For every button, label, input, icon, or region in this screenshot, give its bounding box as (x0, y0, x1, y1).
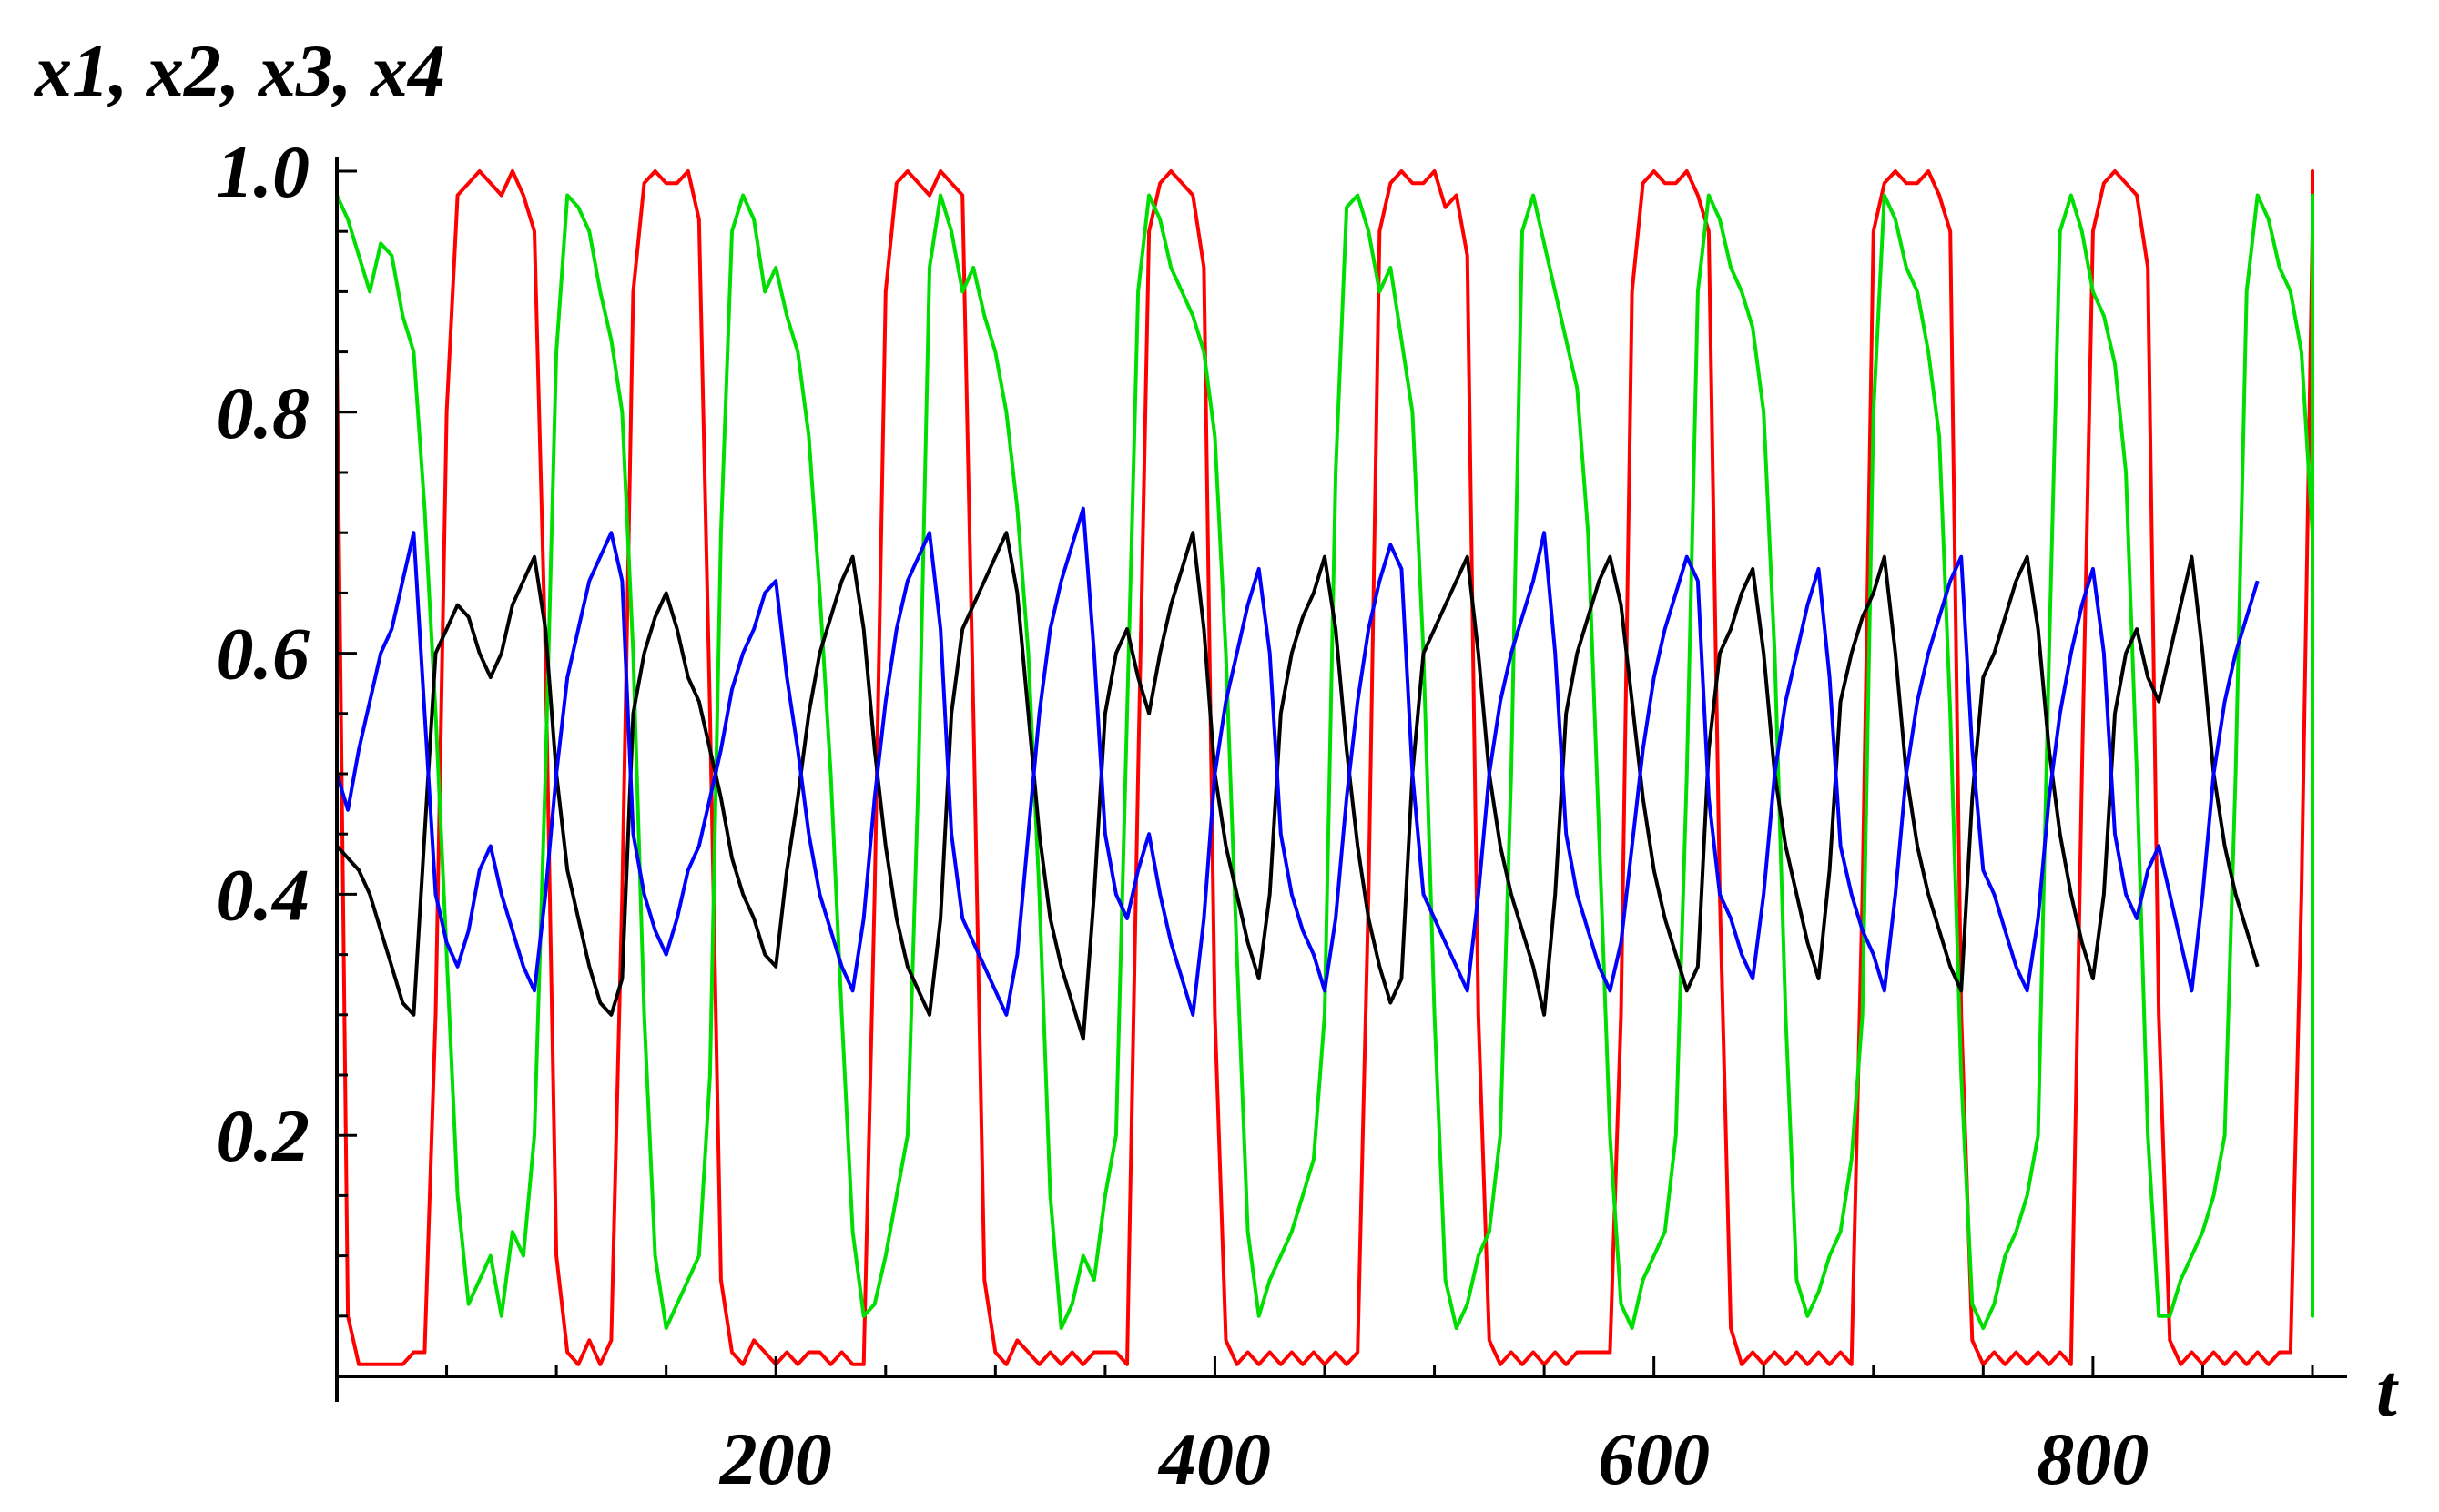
series-layer (335, 169, 2314, 1366)
x-axis-label: t (2376, 1349, 2399, 1432)
y-tick-label: 0.4 (217, 853, 310, 936)
series-line-3 (335, 531, 2260, 1041)
x-tick-label: 200 (719, 1417, 832, 1500)
x-tick-label: 800 (2037, 1417, 2149, 1500)
series-line-1 (335, 169, 2314, 1366)
x-tick-label: 400 (1157, 1417, 1271, 1500)
y-tick-label: 1.0 (217, 130, 310, 213)
ticks-layer: 0.2 0.4 0.6 0.8 1.0 200 400 600 800 (217, 130, 2314, 1500)
y-axis-label: x1, x2, x3, x4 (34, 29, 445, 112)
y-tick-label: 0.8 (217, 371, 310, 454)
series-line-2 (335, 193, 2314, 1330)
x-tick-label: 600 (1598, 1417, 1710, 1500)
series-line-4 (335, 506, 2260, 1017)
y-tick-label: 0.6 (217, 613, 310, 695)
y-tick-label: 0.2 (217, 1094, 310, 1177)
